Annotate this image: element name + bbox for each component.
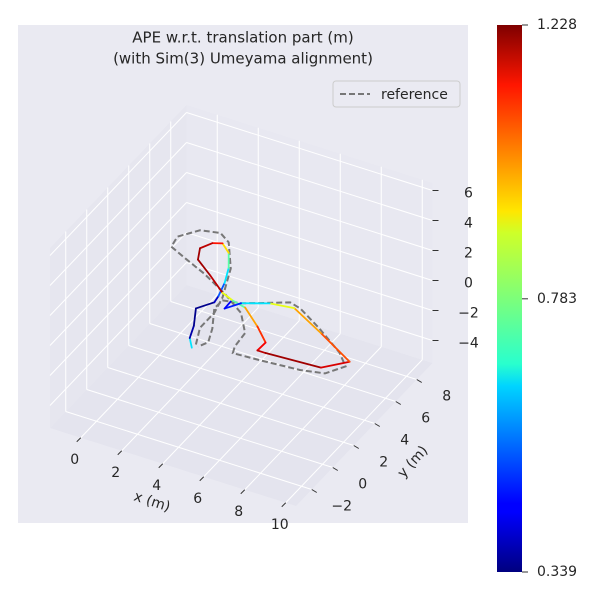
estimate-segment [320, 360, 351, 369]
tick-mark [374, 423, 381, 427]
tick-mark [158, 463, 164, 469]
x-tick-label: 4 [152, 478, 161, 494]
estimate-segment [188, 324, 195, 339]
x-tick-label: 2 [111, 465, 120, 481]
grid-line [65, 411, 312, 490]
y-tick-label: 8 [442, 389, 451, 405]
tick-mark [281, 502, 287, 508]
grid-line [186, 202, 433, 281]
chart-subtitle: (with Sim(3) Umeyama alignment) [113, 50, 373, 68]
grid-line [186, 112, 433, 191]
tick-mark [416, 379, 423, 383]
estimate-segment [223, 302, 242, 310]
tick-mark [240, 489, 246, 495]
grid-line [170, 301, 417, 380]
estimate-segment [213, 295, 220, 304]
x-tick-label: 10 [271, 517, 289, 533]
z-tick-label: 0 [464, 276, 473, 292]
grid-line [244, 346, 382, 491]
y-tick-label: 6 [421, 411, 430, 427]
y-tick-label: 4 [400, 433, 409, 449]
z-tick-label: −4 [458, 336, 479, 352]
estimate-segment [293, 307, 322, 335]
grid-line [49, 112, 187, 256]
colorbar [497, 25, 522, 572]
estimate-segment [223, 266, 230, 284]
estimate-segment [221, 242, 230, 254]
y-tick-label: 0 [358, 477, 367, 493]
grid-line [49, 262, 187, 406]
grid-line [49, 202, 187, 346]
tick-mark [76, 437, 82, 443]
estimate-segment [256, 341, 267, 352]
chart-title: APE w.r.t. translation part (m) [132, 29, 353, 47]
grid-line [186, 232, 433, 311]
legend: reference [332, 80, 461, 108]
colorbar-tick-label: 0.783 [537, 291, 577, 307]
tick-mark [332, 467, 339, 471]
pane-left [50, 105, 187, 428]
legend-label: reference [381, 87, 448, 103]
estimate-segment [256, 349, 267, 354]
estimate-segment [188, 337, 193, 349]
legend-box [332, 80, 461, 108]
tick-mark [199, 476, 205, 482]
tick-mark [117, 450, 123, 456]
estimate-segment [194, 301, 216, 310]
estimate-segment [264, 352, 322, 369]
estimate-segment [197, 247, 201, 261]
x-tick-label: 0 [70, 452, 79, 468]
estimate-segment [199, 242, 214, 250]
grid-line [121, 307, 259, 452]
grid-line [128, 345, 375, 424]
grid-line [203, 333, 341, 478]
colorbar-tick-label: 0.339 [537, 564, 577, 580]
tick-mark [353, 445, 360, 449]
grid-line [49, 232, 187, 376]
z-tick-label: 2 [464, 246, 473, 262]
estimate-segment [217, 282, 226, 298]
grid-line [86, 389, 333, 468]
grid-line [186, 172, 433, 251]
estimate-segment [223, 300, 232, 310]
colorbar-tick-label: 1.228 [537, 17, 577, 33]
estimate-segment [320, 332, 351, 363]
x-tick-label: 8 [234, 504, 243, 520]
z-tick-label: 4 [464, 216, 473, 232]
axes: z (m) [49, 105, 439, 508]
z-tick-label: 6 [464, 186, 473, 202]
estimate-segment [221, 291, 234, 302]
grid-line [107, 367, 354, 446]
grid-line [162, 320, 300, 465]
estimate-segment [192, 307, 197, 327]
estimate-segment [268, 302, 296, 310]
grid-line [49, 172, 187, 316]
y-tick-label: −2 [331, 499, 352, 515]
grid-line [285, 359, 423, 504]
pane-floor [50, 285, 433, 506]
y-tick-label: 2 [379, 455, 388, 471]
pane-back [186, 105, 433, 363]
tick-mark [395, 401, 402, 405]
tick-mark [311, 489, 318, 493]
grid-line [186, 142, 433, 221]
x-tick-label: 6 [193, 491, 202, 507]
z-tick-label: −2 [458, 306, 479, 322]
estimate-segment [244, 306, 259, 328]
estimate-segment [256, 325, 267, 344]
estimate-segment [209, 274, 224, 294]
estimate-segment [197, 258, 212, 277]
grid-line [49, 142, 187, 286]
